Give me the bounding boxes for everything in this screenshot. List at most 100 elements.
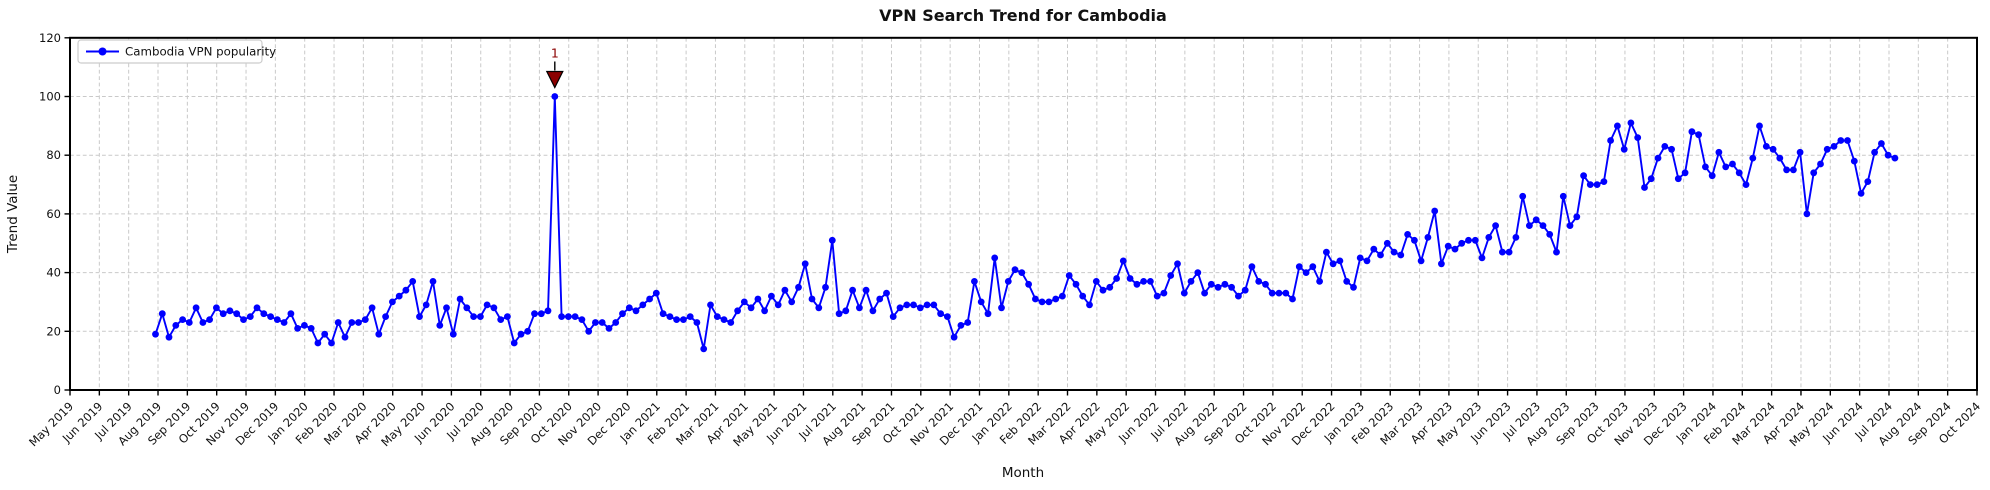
data-point — [1119, 257, 1127, 265]
data-point — [1180, 289, 1188, 297]
data-point — [382, 313, 389, 320]
data-point — [964, 319, 972, 326]
data-point — [1620, 145, 1628, 153]
data-point — [1512, 234, 1520, 241]
data-point — [1343, 278, 1351, 285]
data-point — [1065, 272, 1073, 279]
data-point — [172, 322, 180, 329]
data-point — [1702, 163, 1709, 171]
data-point — [1884, 151, 1892, 159]
data-point — [808, 295, 816, 303]
data-point — [1668, 145, 1675, 153]
data-point — [713, 313, 721, 320]
data-point — [334, 319, 342, 326]
y-tick-label: 0 — [54, 383, 61, 397]
y-tick-label: 60 — [46, 207, 61, 221]
data-point — [1857, 190, 1865, 197]
data-point — [1878, 140, 1885, 147]
data-point — [666, 313, 674, 320]
data-point — [1424, 234, 1432, 241]
data-point — [1526, 222, 1533, 230]
data-point — [1519, 192, 1527, 200]
data-point — [1742, 181, 1750, 189]
data-point — [734, 307, 741, 315]
grid-lines — [69, 37, 1978, 391]
data-point — [1810, 169, 1818, 177]
data-point — [801, 260, 809, 268]
data-point — [1431, 207, 1439, 215]
data-point — [1559, 192, 1567, 200]
data-point — [341, 333, 349, 341]
data-point — [1025, 280, 1032, 288]
data-point — [1580, 172, 1587, 180]
data-point — [1844, 137, 1851, 144]
data-point — [1532, 216, 1540, 224]
y-tick-label: 20 — [46, 324, 61, 338]
data-point — [998, 304, 1005, 312]
data-point — [1329, 260, 1337, 268]
data-point — [1607, 137, 1614, 144]
data-point — [1891, 154, 1899, 162]
data-point — [652, 289, 660, 297]
data-point — [206, 316, 214, 323]
data-point — [1397, 251, 1405, 259]
data-point — [842, 307, 850, 315]
data-point — [612, 319, 620, 326]
data-point — [1674, 175, 1682, 183]
data-point — [727, 319, 735, 326]
data-point — [1614, 122, 1621, 130]
data-point — [226, 307, 234, 315]
data-point — [1383, 239, 1391, 247]
data-point — [781, 286, 789, 294]
data-point — [876, 295, 884, 303]
data-point — [477, 313, 484, 320]
data-point — [314, 339, 322, 347]
data-point — [903, 301, 911, 309]
data-point — [1018, 269, 1026, 276]
data-point — [693, 319, 701, 326]
data-point — [1140, 278, 1147, 285]
data-point — [835, 310, 843, 318]
data-point — [991, 254, 999, 262]
data-point — [1776, 154, 1784, 162]
data-point — [1099, 286, 1107, 294]
data-point — [571, 313, 579, 320]
data-point — [1641, 184, 1648, 191]
data-point — [192, 304, 200, 312]
data-point — [497, 316, 505, 323]
data-point — [1769, 145, 1777, 153]
y-tick-label: 100 — [39, 90, 61, 104]
data-point — [1708, 172, 1716, 180]
data-point — [219, 310, 227, 318]
data-point — [1295, 263, 1303, 271]
data-point — [1823, 145, 1831, 153]
data-point — [544, 307, 552, 315]
data-point — [524, 327, 532, 335]
data-point — [267, 313, 274, 320]
data-point — [1038, 298, 1046, 306]
data-point — [950, 333, 958, 341]
data-point — [1275, 289, 1283, 297]
legend: Cambodia VPN popularity — [77, 39, 276, 64]
legend-label: Cambodia VPN popularity — [125, 45, 276, 59]
data-series — [152, 93, 1899, 353]
data-point — [409, 278, 417, 285]
data-point — [740, 298, 748, 306]
data-point — [1553, 248, 1560, 256]
data-point — [1505, 248, 1513, 256]
data-point — [1762, 143, 1770, 150]
data-point — [395, 292, 403, 300]
data-point — [253, 304, 261, 312]
data-point — [1756, 122, 1763, 130]
data-point — [632, 307, 640, 315]
data-point — [1268, 289, 1276, 297]
data-point — [1113, 275, 1120, 282]
data-point — [1749, 154, 1757, 162]
data-point — [720, 316, 728, 323]
data-point — [815, 304, 823, 312]
data-point — [1350, 283, 1357, 291]
data-point — [558, 313, 565, 320]
data-point — [1133, 280, 1141, 288]
